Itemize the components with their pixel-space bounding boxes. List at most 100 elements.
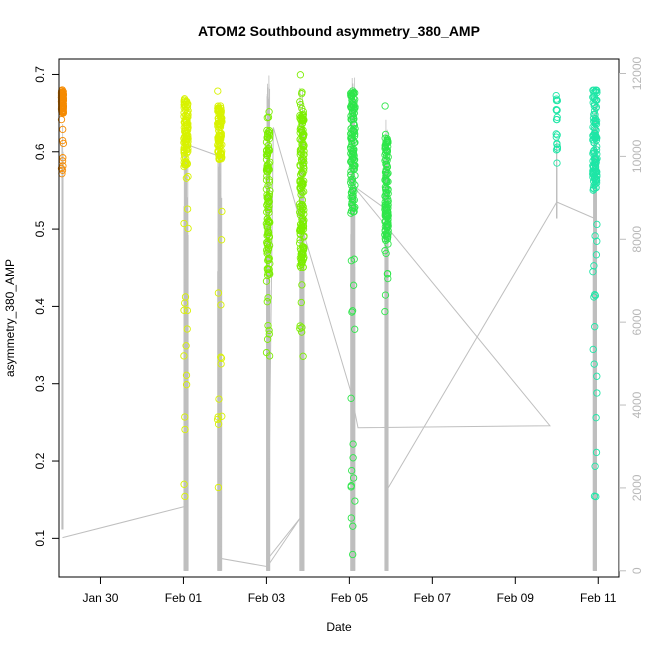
data-point-2-49 [214,289,223,297]
data-point-5-139 [351,161,359,170]
data-point-4-157 [300,210,308,218]
data-point-1-90 [182,143,190,151]
y-axis-label: asymmetry_380_AMP [3,259,17,377]
data-point-8-80 [590,95,599,103]
data-point-4-164 [299,111,307,120]
data-point-4-149 [299,225,308,233]
data-point-5-79 [351,130,359,138]
data-point-8-15 [593,220,601,229]
data-point-4-144 [296,211,305,219]
x-tick-label-4: Feb 07 [414,591,452,605]
data-point-4-151 [300,244,308,252]
data-point-1-41 [183,306,192,315]
data-point-5-37 [351,325,359,333]
data-point-4-127 [296,125,304,134]
data-point-3-102 [263,208,271,216]
data-point-4-142 [297,298,305,307]
data-point-3-36 [263,151,272,160]
data-point-3-113 [265,160,273,168]
data-point-8-94 [589,345,597,354]
data-point-4-132 [299,242,307,251]
data-point-3-100 [264,198,272,206]
data-point-2-102 [215,105,224,114]
data-point-6-48 [381,291,390,299]
x-tick-label-1: Feb 01 [165,591,203,605]
data-point-2-33 [214,483,223,492]
data-point-8-98 [591,158,599,166]
data-point-4-110 [296,244,305,253]
data-point-1-79 [182,342,190,350]
data-point-0-67 [59,154,67,162]
data-point-6-78 [382,249,390,258]
data-point-4-155 [299,203,307,211]
data-point-3-93 [265,265,273,274]
data-point-6-125 [382,177,390,185]
data-point-3-44 [264,321,272,330]
data-point-5-106 [350,109,358,117]
data-point-5-129 [347,209,355,217]
chart-title: ATOM2 Southbound asymmetry_380_AMP [198,23,480,39]
data-point-4-115 [299,170,307,178]
data-point-8-127 [591,163,600,172]
data-point-5-98 [348,308,356,316]
data-point-3-110 [262,138,271,146]
data-point-5-145 [350,128,358,136]
data-point-5-127 [347,178,355,187]
data-point-6-54 [384,274,392,283]
data-point-4-133 [296,129,304,137]
data-point-7-17 [553,145,562,153]
y-tick-label-3: 0.4 [33,298,47,315]
data-point-1-114 [183,101,192,109]
data-point-0-11 [59,139,68,148]
data-point-5-135 [347,143,355,152]
data-point-4-167 [297,191,305,199]
data-point-1-109 [183,325,191,333]
data-point-6-67 [383,269,392,278]
data-point-8-126 [593,389,601,397]
data-point-1-110 [183,160,191,168]
data-point-1-98 [182,381,191,389]
data-point-5-144 [348,93,356,101]
data-point-8-122 [592,179,601,187]
data-point-4-162 [300,141,308,150]
data-point-7-18 [552,91,560,100]
gray-series-line [62,127,595,568]
data-point-2-109 [217,104,225,112]
data-point-5-122 [348,175,357,183]
data-point-4-9 [296,101,305,109]
data-point-1-44 [181,299,189,307]
data-point-3-56 [264,294,272,302]
data-point-3-15 [265,326,273,335]
data-point-6-109 [383,178,391,186]
y-tick-label-6: 0.7 [33,66,47,83]
data-point-2-106 [214,121,222,129]
data-point-1-57 [182,371,191,379]
data-point-5-142 [350,255,358,263]
data-point-5-100 [349,454,357,462]
data-point-2-11 [217,354,226,362]
data-point-7-0 [553,159,561,167]
data-point-3-79 [265,192,273,200]
data-point-8-40 [592,251,601,259]
data-point-2-10 [217,301,225,309]
data-point-8-114 [590,360,598,368]
data-point-1-81 [184,172,192,181]
data-point-5-119 [349,112,357,121]
data-point-1-40 [180,219,188,228]
data-point-7-5 [553,115,561,124]
data-point-1-80 [180,145,188,154]
data-point-4-121 [298,140,306,149]
data-point-5-16 [347,176,355,184]
points-layer [57,71,601,559]
data-point-2-8 [214,420,223,428]
data-point-4-158 [300,116,308,124]
data-point-7-14 [553,106,561,114]
data-point-6-116 [381,130,390,139]
data-point-3-107 [266,187,274,195]
data-point-8-7 [593,237,601,245]
data-point-3-119 [264,182,272,190]
data-point-3-81 [263,223,271,231]
data-point-6-83 [382,155,390,164]
data-point-6-121 [384,138,392,147]
